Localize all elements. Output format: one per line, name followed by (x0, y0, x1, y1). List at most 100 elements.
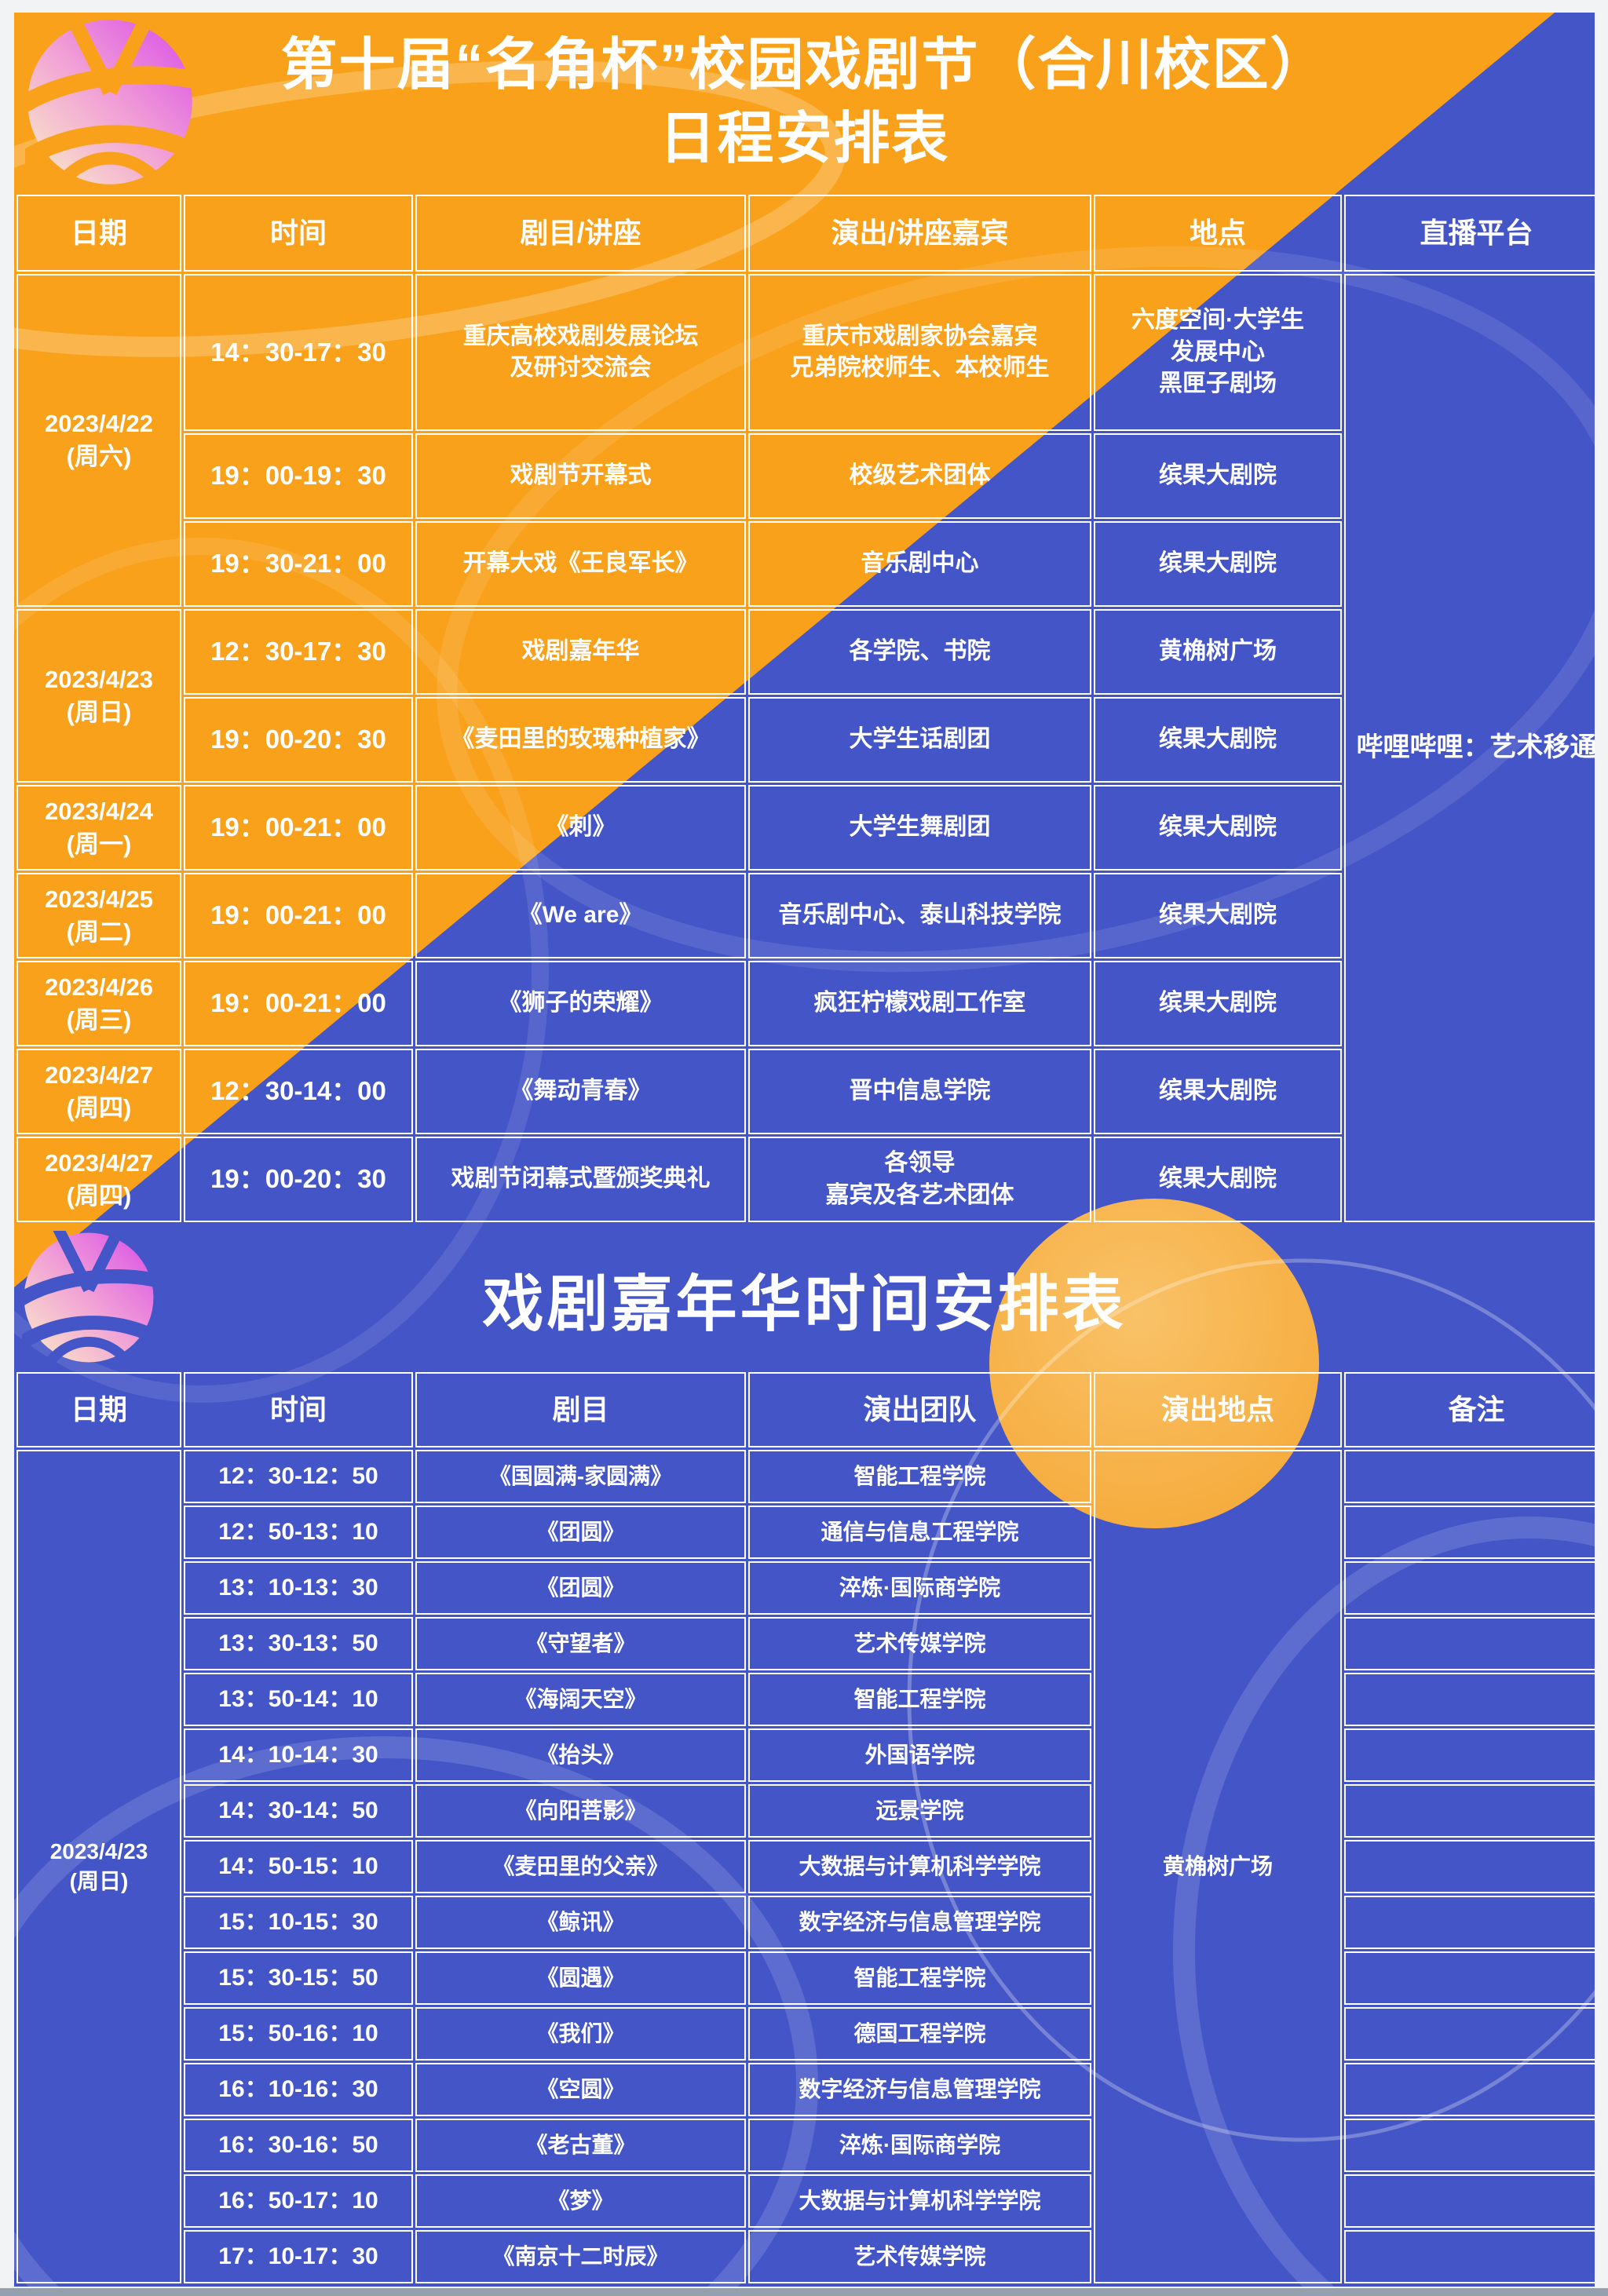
schedule-header-row: 日期 时间 剧目/讲座 演出/讲座嘉宾 地点 直播平台 (16, 195, 1595, 272)
time-cell: 12：30-12：50 (184, 1450, 413, 1503)
date-cell: 2023/4/23 (周日) (16, 609, 181, 783)
guests-cell: 晋中信息学院 (748, 1049, 1091, 1134)
team-cell: 大数据与计算机科学学院 (748, 2174, 1091, 2228)
time-cell: 19：00-21：00 (184, 961, 413, 1046)
carnival-row: 13：30-13：50 《守望者》 艺术传媒学院 (16, 1617, 1595, 1670)
time-cell: 19：00-21：00 (184, 785, 413, 871)
time-cell: 16：50-17：10 (184, 2174, 413, 2228)
program-cell: 《守望者》 (415, 1617, 746, 1670)
carnival-row: 16：50-17：10 《梦》 大数据与计算机科学学院 (16, 2174, 1595, 2228)
time-cell: 19：00-21：00 (184, 873, 413, 958)
col-header-program: 剧目 (415, 1372, 746, 1447)
program-cell: 《向阳菩影》 (415, 1784, 746, 1838)
note-cell (1344, 2063, 1595, 2116)
venue-cell: 黄桷树广场 (1094, 1450, 1342, 2283)
carnival-section-title: 戏剧嘉年华时间安排表 (482, 1268, 1127, 1338)
team-cell: 淬炼·国际商学院 (748, 1561, 1091, 1615)
guests-cell: 校级艺术团体 (748, 433, 1091, 519)
program-cell: 《麦田里的父亲》 (415, 1840, 746, 1893)
col-header-team: 演出团队 (748, 1372, 1091, 1447)
schedule-row: 2023/4/22 (周六) 14：30-17：30 重庆高校戏剧发展论坛 及研… (16, 274, 1595, 1222)
poster-header: 第十届“名角杯”校园戏剧节（合川校区） 日程安排表 (14, 13, 1595, 192)
program-cell: 《老古董》 (415, 2119, 746, 2172)
schedule-row: 2023/4/25 (周二) 19：00-21：00 《We are》 音乐剧中… (16, 873, 1595, 958)
schedule-row: 19：00-19：30 戏剧节开幕式 校级艺术团体 缤果大剧院 (16, 433, 1595, 519)
note-cell (1344, 2119, 1595, 2172)
program-cell: 开幕大戏《王良军长》 (415, 521, 746, 607)
note-cell (1344, 1561, 1595, 1615)
date-cell: 2023/4/24 (周一) (16, 785, 181, 871)
schedule-row: 2023/4/23 (周日) 12：30-17：30 戏剧嘉年华 各学院、书院 … (16, 609, 1595, 783)
team-cell: 艺术传媒学院 (748, 2230, 1091, 2283)
program-cell: 《空圆》 (415, 2063, 746, 2116)
carnival-row: 13：10-13：30 《团圆》 淬炼·国际商学院 (16, 1561, 1595, 1615)
time-cell: 15：30-15：50 (184, 1951, 413, 2005)
team-cell: 大数据与计算机科学学院 (748, 1840, 1091, 1893)
guests-cell: 各学院、书院 (748, 609, 1091, 695)
poster-title-line1: 第十届“名角杯”校园戏剧节（合川校区） (280, 33, 1328, 97)
venue-cell: 缤果大剧院 (1094, 1049, 1342, 1134)
carnival-row: 2023/4/23 (周日) 12：30-12：50 《国圆满-家圆满》 智能工… (16, 1450, 1595, 2283)
program-cell: 《团圆》 (415, 1561, 746, 1615)
time-cell: 14：50-15：10 (184, 1840, 413, 1893)
venue-cell: 缤果大剧院 (1094, 873, 1342, 958)
col-header-date: 日期 (16, 195, 181, 272)
guests-cell: 音乐剧中心 (748, 521, 1091, 607)
schedule-row: 2023/4/26 (周三) 19：00-21：00 《狮子的荣耀》 疯狂柠檬戏… (16, 961, 1595, 1046)
time-cell: 19：00-19：30 (184, 433, 413, 519)
program-cell: 《南京十二时辰》 (415, 2230, 746, 2283)
time-cell: 19：30-21：00 (184, 521, 413, 607)
carnival-row: 16：30-16：50 《老古董》 淬炼·国际商学院 (16, 2119, 1595, 2172)
guests-cell: 大学生话剧团 (748, 697, 1091, 783)
schedule-row: 2023/4/24 (周一) 19：00-21：00 《刺》 大学生舞剧团 缤果… (16, 785, 1595, 871)
guests-cell: 疯狂柠檬戏剧工作室 (748, 961, 1091, 1046)
date-cell: 2023/4/26 (周三) (16, 961, 181, 1046)
program-cell: 戏剧嘉年华 (415, 609, 746, 695)
team-cell: 数字经济与信息管理学院 (748, 2063, 1091, 2116)
program-cell: 《麦田里的玫瑰种植家》 (415, 697, 746, 783)
col-header-time: 时间 (184, 195, 413, 272)
time-cell: 12：30-14：00 (184, 1049, 413, 1134)
date-cell: 2023/4/22 (周六) (16, 274, 181, 607)
team-cell: 远景学院 (748, 1784, 1091, 1838)
schedule-row: 19：30-21：00 开幕大戏《王良军长》 音乐剧中心 缤果大剧院 (16, 521, 1595, 607)
time-cell: 17：10-17：30 (184, 2230, 413, 2283)
program-cell: 《梦》 (415, 2174, 746, 2228)
venue-cell: 缤果大剧院 (1094, 433, 1342, 519)
carnival-row: 13：50-14：10 《海阔天空》 智能工程学院 (16, 1673, 1595, 1726)
program-cell: 重庆高校戏剧发展论坛 及研讨交流会 (415, 274, 746, 431)
schedule-row: 2023/4/27 (周四) 12：30-14：00 《舞动青春》 晋中信息学院… (16, 1049, 1595, 1134)
program-cell: 《海阔天空》 (415, 1673, 746, 1726)
venue-cell: 缤果大剧院 (1094, 785, 1342, 871)
team-cell: 艺术传媒学院 (748, 1617, 1091, 1670)
program-cell: 《舞动青春》 (415, 1049, 746, 1134)
poster-title-line2: 日程安排表 (659, 107, 950, 170)
program-cell: 《圆遇》 (415, 1951, 746, 2005)
time-cell: 19：00-20：30 (184, 697, 413, 783)
col-header-venue: 演出地点 (1094, 1372, 1342, 1447)
program-cell: 戏剧节闭幕式暨颁奖典礼 (415, 1137, 746, 1222)
poster-title: 第十届“名角杯”校园戏剧节（合川校区） 日程安排表 (280, 29, 1328, 176)
carnival-row: 16：10-16：30 《空圆》 数字经济与信息管理学院 (16, 2063, 1595, 2116)
time-cell: 16：10-16：30 (184, 2063, 413, 2116)
carnival-row: 14：30-14：50 《向阳菩影》 远景学院 (16, 1784, 1595, 1838)
team-cell: 淬炼·国际商学院 (748, 2119, 1091, 2172)
time-cell: 12：50-13：10 (184, 1506, 413, 1559)
time-cell: 14：30-17：30 (184, 274, 413, 431)
program-cell: 《抬头》 (415, 1728, 746, 1782)
team-cell: 智能工程学院 (748, 1673, 1091, 1726)
program-cell: 《国圆满-家圆满》 (415, 1450, 746, 1503)
festival-schedule-table: 日期 时间 剧目/讲座 演出/讲座嘉宾 地点 直播平台 2023/4/22 (周… (14, 192, 1595, 1225)
carnival-row: 12：50-13：10 《团圆》 通信与信息工程学院 (16, 1506, 1595, 1559)
note-cell (1344, 1840, 1595, 1893)
carnival-row: 15：50-16：10 《我们》 德国工程学院 (16, 2007, 1595, 2061)
col-header-program: 剧目/讲座 (415, 195, 746, 272)
carnival-header-row: 日期 时间 剧目 演出团队 演出地点 备注 (16, 1372, 1595, 1447)
time-cell: 14：30-14：50 (184, 1784, 413, 1838)
venue-cell: 缤果大剧院 (1094, 961, 1342, 1046)
date-cell: 2023/4/27 (周四) (16, 1137, 181, 1222)
col-header-guests: 演出/讲座嘉宾 (748, 195, 1091, 272)
note-cell (1344, 2174, 1595, 2228)
carnival-row: 14：50-15：10 《麦田里的父亲》 大数据与计算机科学学院 (16, 1840, 1595, 1893)
